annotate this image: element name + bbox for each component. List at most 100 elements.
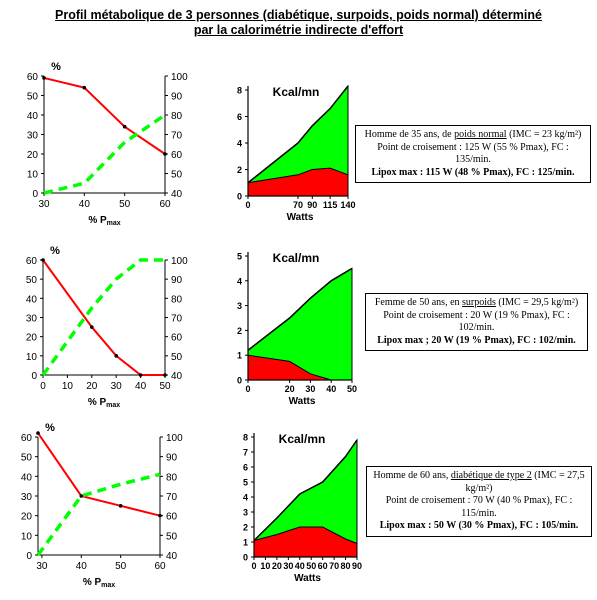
right-tick-label: 40 [171,371,183,382]
y-tick-label: 7 [243,448,248,458]
total-energy-line [247,267,353,351]
x-tick-label: 50 [159,381,171,392]
x-tick-label: 80 [341,561,351,571]
x-tick-label: 30 [111,381,123,392]
lipid-point [158,513,162,518]
right-tick-label: 50 [166,531,178,542]
x-axis-label: % Pmax [88,397,120,409]
total-energy-line [253,439,358,542]
y-tick-label: 4 [237,139,242,149]
info-box-person-1: Homme de 35 ans, de poids normal (IMC = … [355,125,591,183]
lipid-point [118,504,123,508]
x-tick-label: 40 [326,384,336,394]
right-tick-label: 60 [171,150,183,161]
x-tick-label: 115 [323,200,338,210]
y-tick-label: 3 [237,301,242,311]
left-tick-label: 40 [27,111,39,122]
y-tick-label: 3 [243,508,248,518]
info-line-2: Point de croisement : 125 W (55 % Pmax),… [377,141,569,166]
left-tick-label: 0 [31,371,37,382]
lipid-point [41,258,45,262]
left-tick-label: 50 [21,453,33,464]
right-tick-label: 80 [171,111,183,122]
total-energy-line [247,85,349,184]
y-axis-label: % [51,61,61,73]
x-tick-label: 0 [245,384,250,394]
right-tick-label: 70 [171,314,183,325]
right-tick-label: 80 [171,294,183,305]
lipid-point [114,354,118,358]
lipid-point [122,124,127,129]
left-tick-label: 60 [21,433,33,444]
y-tick-label: 2 [237,165,242,175]
left-tick-label: 40 [21,472,33,483]
title-line-2: par la calorimétrie indirecte d'effort [193,23,404,37]
x-tick-label: 40 [79,199,91,210]
lipid-point [36,431,40,435]
info-line-2: Point de croisement : 20 W (19 % Pmax), … [383,309,570,334]
left-tick-label: 30 [21,492,33,503]
y-tick-label: 1 [243,538,248,548]
right-tick-label: 60 [171,333,183,344]
x-tick-label: 90 [352,561,362,571]
info-line-3: Lipox max : 50 W (30 % Pmax), FC : 105/m… [379,520,579,531]
y-axis-label: % [50,245,60,257]
info-line-1: Homme de 60 ans, diabétique de type 2 (I… [373,470,585,494]
left-tick-label: 50 [26,275,38,286]
x-tick-label: 50 [115,561,127,572]
y-tick-label: 4 [237,276,242,286]
left-tick-label: 10 [26,352,38,363]
carbohydrate-oxidation-line [41,258,165,377]
title-line-1: Profil métabolique de 3 personnes (diabé… [55,8,542,22]
x-tick-label: 50 [347,384,357,394]
lipid-point [163,373,167,377]
left-tick-label: 10 [21,531,33,542]
x-tick-label: 10 [260,561,270,571]
y-tick-label: 0 [237,192,242,202]
info-line-1: Homme de 35 ans, de poids normal (IMC = … [364,129,582,140]
left-tick-label: 60 [26,256,38,267]
y-tick-label: 2 [243,523,248,533]
y-tick-label: 5 [237,252,242,262]
carbohydrate-oxidation-line [36,472,161,557]
x-tick-label: 60 [159,199,171,210]
lipid-point [79,494,84,498]
left-tick-label: 30 [26,314,38,325]
x-tick-label: 30 [38,199,50,210]
left-tick-label: 20 [21,512,33,523]
x-tick-label: 70 [293,200,303,210]
x-tick-label: 20 [285,384,295,394]
left-tick-label: 20 [26,333,38,344]
x-tick-label: 60 [318,561,328,571]
y-axis-label: % [45,422,55,434]
y-tick-label: 5 [243,478,248,488]
left-tick-label: 0 [26,551,32,562]
right-tick-label: 100 [171,72,188,83]
y-tick-label: 0 [243,553,248,563]
right-tick-label: 90 [166,453,178,464]
x-tick-label: 70 [329,561,339,571]
info-box-person-3: Homme de 60 ans, diabétique de type 2 (I… [366,466,592,537]
carbohydrate-oxidation-line [43,113,166,195]
right-tick-label: 50 [171,352,183,363]
y-axis-label: Kcal/mn [273,85,320,99]
lipid-point [82,85,87,90]
left-tick-label: 40 [26,294,38,305]
left-tick-label: 20 [27,150,39,161]
left-tick-label: 0 [32,189,38,200]
y-tick-label: 1 [237,351,242,361]
y-axis-label: Kcal/mn [273,251,320,265]
x-axis-label: % Pmax [88,215,120,227]
x-axis-label: Watts [289,396,316,407]
x-tick-label: 0 [251,561,256,571]
x-tick-label: 20 [272,561,282,571]
x-axis-label: Watts [294,573,321,584]
x-tick-label: 40 [295,561,305,571]
y-tick-label: 8 [243,433,248,443]
right-tick-label: 40 [171,189,183,200]
left-tick-label: 50 [27,92,39,103]
right-tick-label: 100 [171,256,188,267]
x-tick-label: 90 [307,200,317,210]
right-tick-label: 70 [166,492,178,503]
